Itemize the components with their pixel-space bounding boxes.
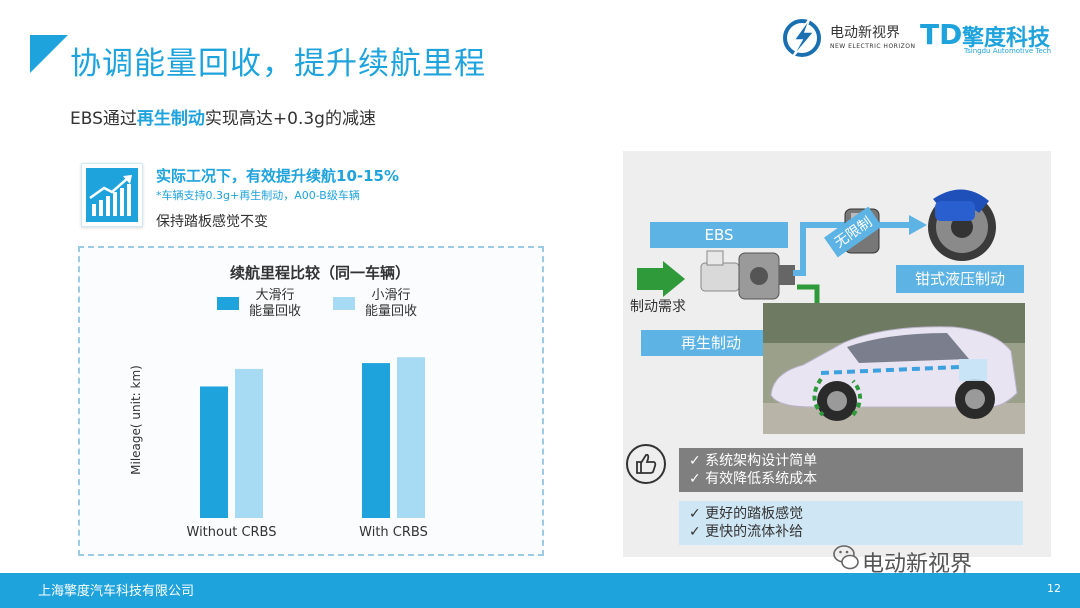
- electric-car-image: [763, 303, 1025, 434]
- chart-title: 续航里程比较（同一车辆）: [230, 264, 410, 282]
- x-tick-label: With CRBS: [359, 525, 428, 540]
- benefit-headline: 实际工况下，有效提升续航10-15%: [156, 167, 400, 185]
- caliper-brake-label: 钳式液压制动: [896, 265, 1024, 293]
- feature-group-cost: ✓ 系统架构设计简单 ✓ 有效降低系统成本: [679, 448, 1023, 492]
- watermark-text: 电动新视界: [862, 552, 973, 577]
- brand2-name: 擎度科技: [962, 26, 1051, 51]
- feature-group-pedal: ✓ 更好的踏板感觉 ✓ 更快的流体补给: [679, 501, 1023, 545]
- feature-item: ✓ 有效降低系统成本: [689, 471, 818, 487]
- page-number: 12: [1047, 582, 1061, 595]
- benefit-pedal-feel: 保持踏板感觉不变: [156, 214, 268, 230]
- benefit-note: *车辆支持0.3g+再生制动，A00-B级车辆: [156, 189, 360, 202]
- y-axis-label: Mileage( unit: km): [129, 365, 143, 475]
- lightning-logo-icon: [783, 17, 821, 59]
- brand1-english: NEW ELECTRIC HORIZON: [830, 43, 916, 50]
- brand2-mark: TD: [920, 18, 963, 51]
- feature-item: ✓ 更快的流体补给: [689, 524, 804, 540]
- brand1-name: 电动新视界: [830, 25, 900, 41]
- page-subtitle: EBS通过再生制动实现高达+0.3g的减速: [70, 104, 376, 129]
- legend-swatch: [333, 297, 355, 310]
- page-title: 协调能量回收，提升续航里程: [70, 46, 486, 82]
- ebs-unit-image: [700, 250, 795, 300]
- subtitle-prefix: EBS通过: [70, 109, 137, 129]
- brand2-english: Tsingdu Automotive Tech: [964, 47, 1052, 55]
- chart-bar: [200, 386, 228, 518]
- chart-bar: [235, 368, 263, 518]
- braking-demand-label: 制动需求: [630, 299, 686, 315]
- title-accent-triangle: [30, 35, 68, 73]
- growth-chart-icon: [81, 163, 143, 227]
- x-tick-label: Without CRBS: [187, 525, 277, 540]
- demand-arrow-icon: [637, 261, 685, 297]
- mileage-chart-panel: 续航里程比较（同一车辆） 大滑行 能量回收 小滑行 能量回收 Mileage( unit:…: [78, 246, 544, 556]
- wechat-icon: [833, 542, 859, 572]
- brake-disc-caliper-image: [928, 189, 996, 261]
- legend-label-line2: 能量回收: [365, 304, 417, 319]
- ebs-label: EBS: [650, 222, 788, 248]
- subtitle-suffix: 实现高达+0.3g的减速: [204, 109, 376, 129]
- legend-label-line1: 大滑行: [255, 288, 294, 303]
- brand-logo-tsingdu: TD 擎度科技 Tsingdu Automotive Tech: [920, 16, 1070, 60]
- brand-logo-new-electric-horizon: 电动新视界 NEW ELECTRIC HORIZON: [780, 14, 920, 60]
- feature-item: ✓ 系统架构设计简单: [689, 453, 818, 469]
- legend-label-line1: 小滑行: [371, 288, 410, 303]
- regen-braking-label: 再生制动: [641, 330, 781, 356]
- subtitle-highlight: 再生制动: [136, 109, 205, 129]
- thumbs-up-icon: [626, 444, 666, 484]
- footer-bar: [0, 573, 1080, 608]
- legend-swatch: [217, 297, 239, 310]
- footer-company: 上海擎度汽车科技有限公司: [38, 584, 195, 599]
- legend-label-line2: 能量回收: [249, 304, 301, 319]
- feature-item: ✓ 更好的踏板感觉: [689, 506, 804, 522]
- chart-bar: [397, 357, 425, 518]
- chart-bar: [362, 363, 390, 518]
